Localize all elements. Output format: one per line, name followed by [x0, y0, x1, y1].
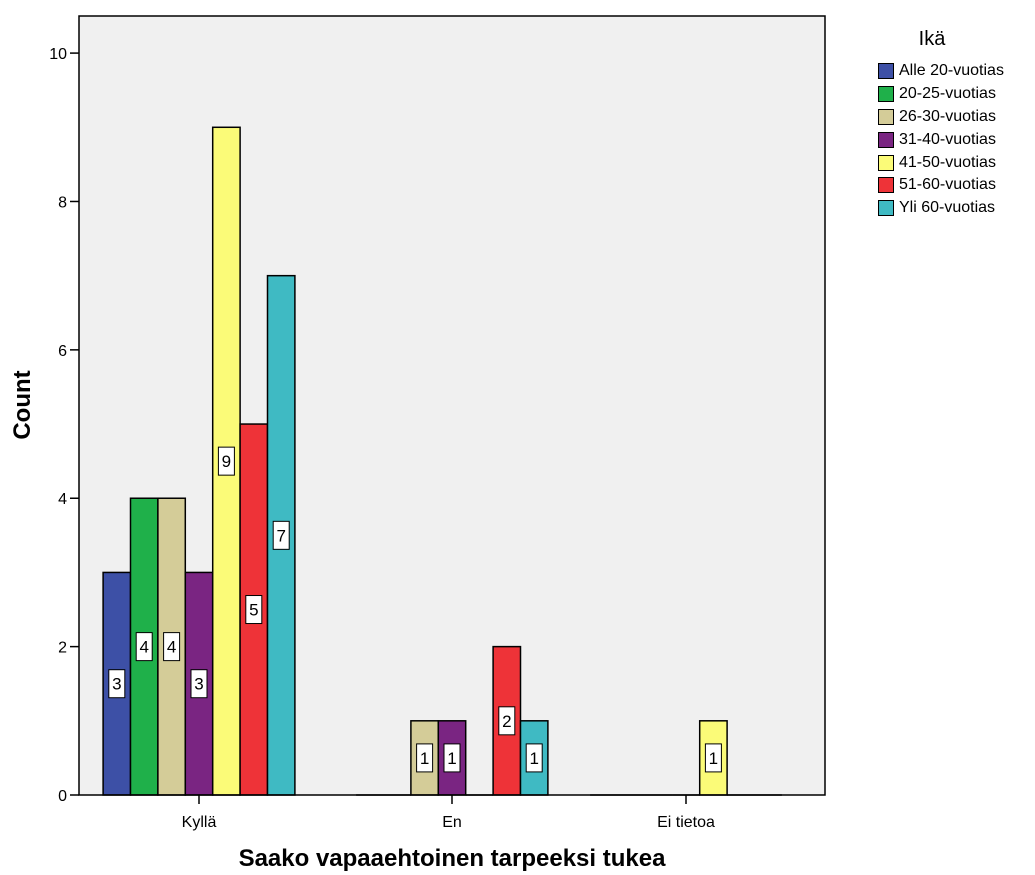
legend-swatch-1 [878, 86, 894, 103]
legend-item-5: 51-60-vuotias [878, 174, 1035, 197]
x-axis: Kyllä En Ei tietoa [182, 795, 715, 831]
data-label-0-2: 4 [167, 638, 176, 657]
legend-label-4: 41-50-vuotias [899, 153, 996, 171]
data-label-1-6: 1 [529, 749, 538, 768]
data-label-box-0-0 [108, 669, 126, 699]
legend-item-3: 31-40-vuotias [878, 128, 1035, 151]
y-tick-label-8: 8 [58, 194, 67, 211]
legend-item-2: 26-30-vuotias [878, 106, 1035, 129]
legend-swatch-0 [878, 63, 894, 80]
legend-swatch-6 [878, 200, 894, 217]
legend-item-0: Alle 20-vuotias [878, 60, 1035, 83]
legend-label-6: Yli 60-vuotias [899, 199, 996, 217]
legend-items: Alle 20-vuotias 20-25-vuotias 26-30-vuotia… [878, 60, 1035, 220]
data-label-0-0: 3 [112, 675, 121, 694]
data-label-1-5: 2 [502, 712, 511, 731]
x-tick-label-2: Ei tietoa [657, 814, 715, 831]
legend-item-6: Yli 60-vuotias [878, 197, 1035, 220]
data-label-0-4: 9 [222, 452, 231, 471]
x-axis-title: Saako vapaaehtoinen tarpeeksi tukea [239, 845, 667, 872]
legend-swatch-5 [878, 177, 894, 194]
data-label-box-0-1 [135, 632, 153, 662]
y-axis: 0 2 4 6 8 10 [49, 46, 79, 805]
legend-label-2: 26-30-vuotias [899, 107, 996, 125]
data-label-0-6: 7 [276, 526, 285, 545]
legend-swatch-2 [878, 108, 894, 125]
data-label-box-0-6 [272, 520, 290, 550]
legend-swatch-3 [878, 131, 894, 148]
plot-frame [78, 15, 826, 796]
data-label-box-1-2 [416, 743, 434, 773]
legend-swatch-4 [878, 154, 894, 171]
data-label-box-0-5 [245, 595, 263, 625]
legend-label-0: Alle 20-vuotias [899, 62, 1004, 80]
legend-title: Ikä [918, 28, 946, 50]
y-tick-label-4: 4 [58, 491, 67, 508]
legend-label-1: 20-25-vuotias [899, 85, 996, 103]
data-label-2-4: 1 [709, 749, 718, 768]
data-label-box-0-2 [163, 632, 181, 662]
data-label-box-0-4 [217, 446, 235, 476]
x-tick-label-0: Kyllä [182, 814, 217, 831]
data-label-box-1-6 [525, 743, 543, 773]
x-tick-label-1: En [442, 814, 462, 831]
legend-label-5: 51-60-vuotias [899, 176, 996, 194]
data-label-box-1-3 [443, 743, 461, 773]
legend-item-4: 41-50-vuotias [878, 151, 1035, 174]
data-label-0-3: 3 [194, 675, 203, 694]
data-label-box-1-5 [498, 706, 516, 736]
data-label-1-2: 1 [420, 749, 429, 768]
legend-label-3: 31-40-vuotias [899, 130, 996, 148]
data-label-0-1: 4 [139, 638, 148, 657]
y-tick-label-2: 2 [58, 640, 67, 657]
legend-item-1: 20-25-vuotias [878, 83, 1035, 106]
legend: Ikä Alle 20-vuotias 20-25-vuotias 26-30-vu… [878, 28, 1035, 220]
y-tick-label-10: 10 [49, 46, 67, 63]
y-tick-label-0: 0 [58, 788, 67, 805]
data-label-0-5: 5 [249, 601, 258, 620]
y-axis-title: Count [9, 370, 36, 439]
data-label-box-0-3 [190, 669, 208, 699]
data-label-1-3: 1 [447, 749, 456, 768]
y-tick-label-6: 6 [58, 343, 67, 360]
data-label-box-2-4 [704, 743, 722, 773]
